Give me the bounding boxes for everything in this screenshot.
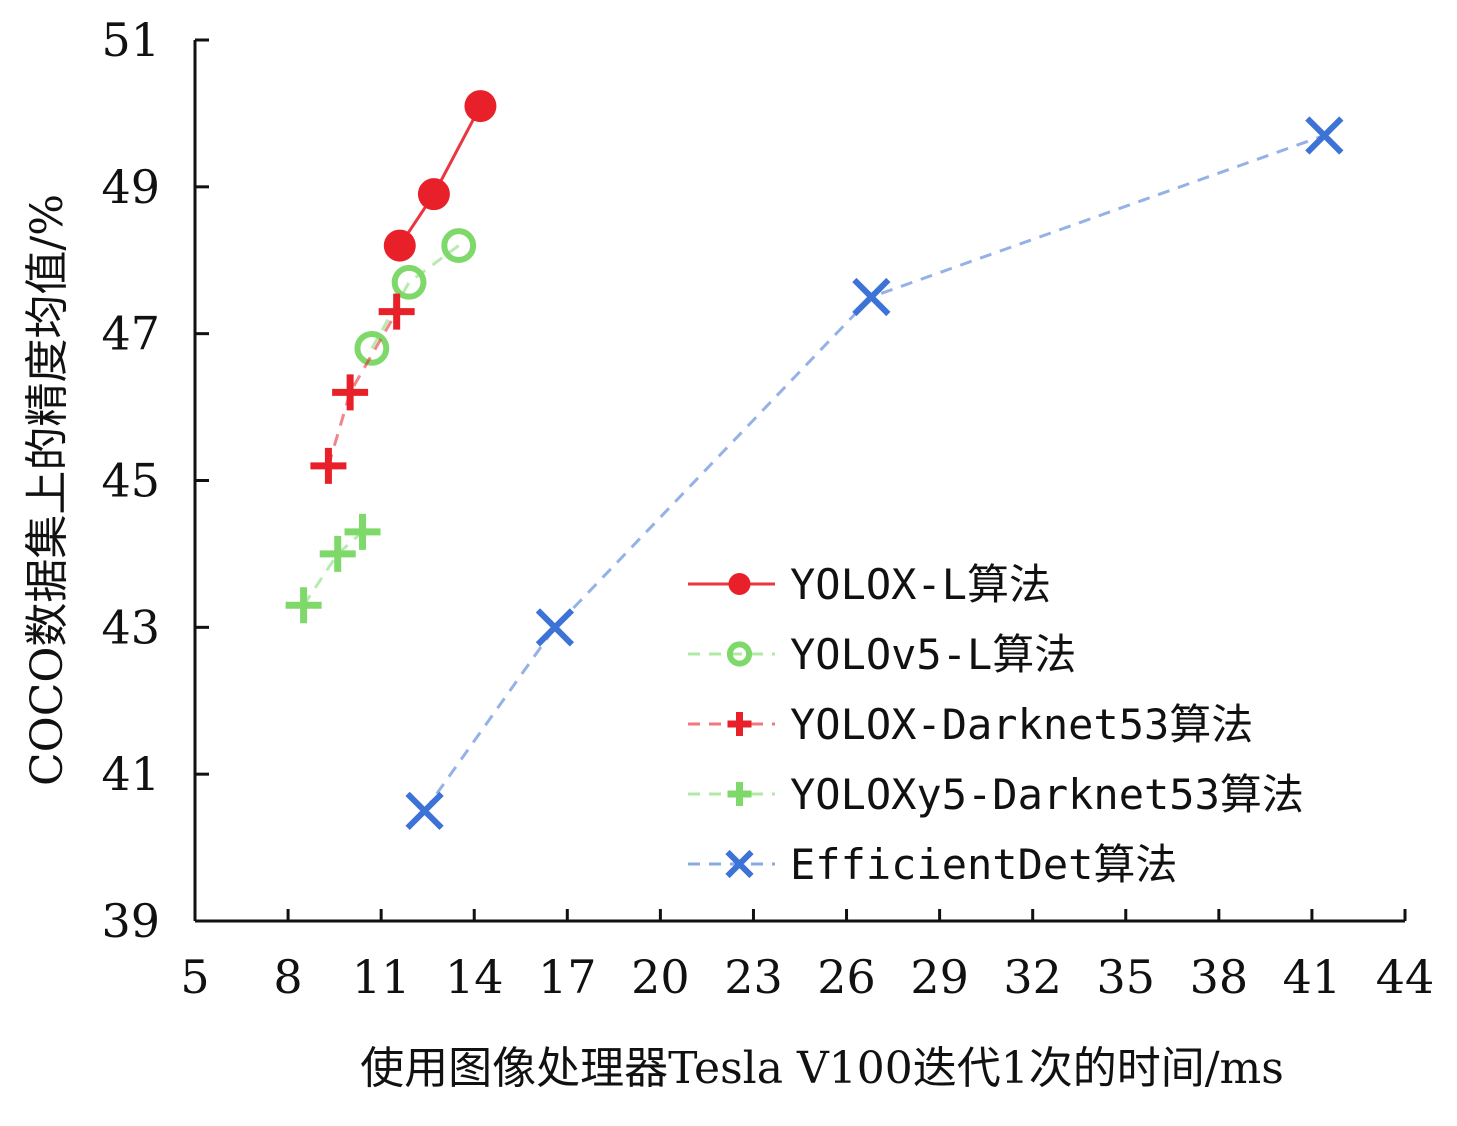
legend: YOLOX-L算法 YOLOv5-L算法 YOLOX-Darknet53算法 YOLO… (688, 560, 1304, 889)
data-point (535, 608, 575, 647)
data-point (354, 330, 390, 366)
data-point (417, 178, 450, 211)
y-tick-label: 47 (101, 307, 160, 361)
data-point (727, 712, 752, 736)
series-line (398, 105, 482, 247)
legend-label: YOLOX-L算法 (790, 560, 1051, 609)
x-tick-label: 44 (1376, 950, 1435, 1004)
legend-item-4: EfficientDet算法 (688, 840, 1177, 889)
x-tick-label: 14 (445, 950, 504, 1004)
series-2 (310, 293, 415, 484)
x-tick-label: 26 (817, 950, 876, 1004)
x-tick-label: 32 (1003, 950, 1062, 1004)
data-point (378, 293, 415, 330)
x-tick-label: 41 (1283, 950, 1342, 1004)
x-tick-label: 20 (631, 950, 690, 1004)
data-point (852, 277, 891, 317)
data-point (285, 587, 322, 624)
x-tick-label: 38 (1190, 950, 1249, 1004)
legend-item-2: YOLOX-Darknet53算法 (688, 700, 1253, 749)
x-tick-label: 8 (273, 950, 302, 1004)
data-point (383, 229, 416, 262)
series-4 (405, 116, 1344, 830)
legend-item-1: YOLOv5-L算法 (688, 630, 1076, 679)
data-point (728, 573, 751, 595)
y-tick-label: 49 (101, 160, 160, 214)
series-line (326, 310, 398, 467)
y-tick-label: 43 (101, 600, 160, 654)
data-point (441, 228, 477, 263)
series-0 (383, 90, 497, 262)
y-tick-label: 41 (101, 747, 160, 801)
series-line (423, 134, 1325, 812)
legend-item-0: YOLOX-L算法 (688, 560, 1051, 609)
x-tick-label: 11 (352, 950, 411, 1004)
x-tick-label: 35 (1096, 950, 1155, 1004)
series-3 (285, 513, 381, 624)
series-layer (285, 90, 1344, 830)
legend-label: YOLOX-Darknet53算法 (790, 700, 1253, 749)
data-point (464, 90, 497, 123)
x-tick-label: 23 (724, 950, 783, 1004)
legend-label: EfficientDet算法 (790, 840, 1177, 889)
data-point (405, 791, 444, 830)
data-point (319, 535, 356, 572)
x-axis-label: 使用图像处理器Tesla V100迭代1次的时间/ms (360, 1043, 1284, 1094)
data-point (727, 782, 752, 806)
x-tick-label: 5 (180, 950, 209, 1004)
data-point (344, 513, 381, 550)
tick-labels: 5 8 11 14 17 20 23 26 29 32 35 38 41 44 39 41 43 45 47 49 51 (101, 13, 1434, 1004)
legend-label: YOLOv5-L算法 (790, 630, 1076, 679)
data-point (391, 264, 427, 300)
y-tick-label: 45 (101, 454, 160, 508)
y-axis-label: COCO数据集上的精度均值/% (22, 194, 73, 786)
x-tick-label: 17 (538, 950, 597, 1004)
series-line (302, 530, 364, 607)
data-point (725, 849, 754, 879)
ticks (195, 38, 1407, 923)
data-point (1305, 116, 1344, 155)
series-1 (354, 228, 477, 366)
legend-label: YOLOXy5-Darknet53算法 (790, 770, 1304, 819)
data-point (310, 447, 347, 484)
y-tick-label: 51 (101, 13, 160, 67)
y-tick-label: 39 (101, 894, 160, 948)
legend-item-3: YOLOXy5-Darknet53算法 (688, 770, 1304, 819)
x-tick-label: 29 (910, 950, 969, 1004)
data-point (726, 641, 753, 667)
series-line (370, 244, 460, 350)
data-point (332, 374, 369, 411)
